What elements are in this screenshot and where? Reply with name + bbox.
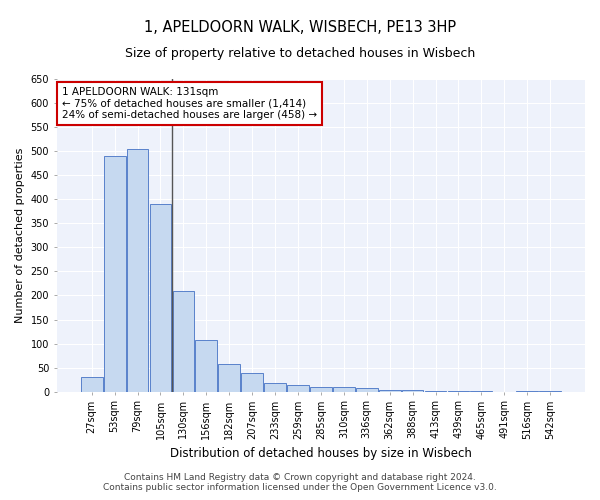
Bar bbox=[402, 390, 424, 392]
Bar bbox=[310, 387, 332, 392]
Text: Contains HM Land Registry data © Crown copyright and database right 2024.
Contai: Contains HM Land Registry data © Crown c… bbox=[103, 473, 497, 492]
Bar bbox=[218, 364, 240, 392]
X-axis label: Distribution of detached houses by size in Wisbech: Distribution of detached houses by size … bbox=[170, 447, 472, 460]
Y-axis label: Number of detached properties: Number of detached properties bbox=[15, 148, 25, 323]
Bar bbox=[196, 340, 217, 392]
Text: Size of property relative to detached houses in Wisbech: Size of property relative to detached ho… bbox=[125, 48, 475, 60]
Text: 1, APELDOORN WALK, WISBECH, PE13 3HP: 1, APELDOORN WALK, WISBECH, PE13 3HP bbox=[144, 20, 456, 35]
Bar bbox=[379, 390, 401, 392]
Bar bbox=[333, 388, 355, 392]
Bar bbox=[448, 390, 469, 392]
Bar bbox=[241, 374, 263, 392]
Bar bbox=[173, 290, 194, 392]
Bar bbox=[81, 377, 103, 392]
Bar bbox=[104, 156, 125, 392]
Bar bbox=[149, 204, 172, 392]
Bar bbox=[264, 383, 286, 392]
Bar bbox=[356, 388, 377, 392]
Bar bbox=[287, 386, 309, 392]
Bar bbox=[425, 390, 446, 392]
Bar bbox=[539, 390, 561, 392]
Bar bbox=[127, 148, 148, 392]
Text: 1 APELDOORN WALK: 131sqm
← 75% of detached houses are smaller (1,414)
24% of sem: 1 APELDOORN WALK: 131sqm ← 75% of detach… bbox=[62, 87, 317, 120]
